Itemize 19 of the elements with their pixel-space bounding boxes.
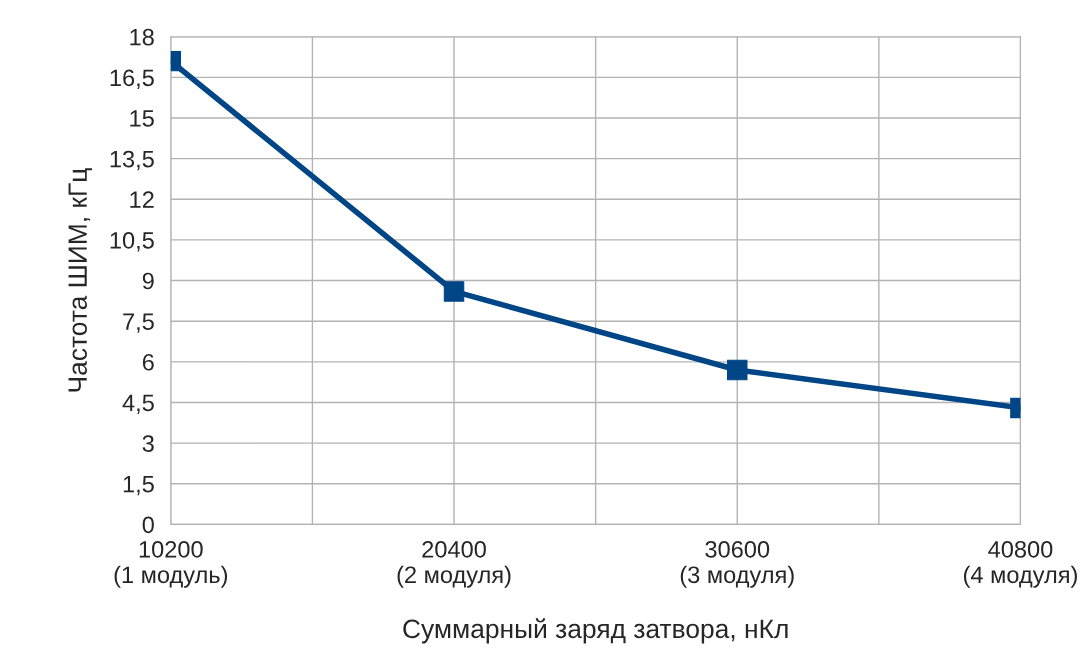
y-tick-label: 16,5 (110, 69, 154, 89)
x-tick-label: 20400 (2 модуля) (397, 540, 511, 588)
y-tick-label: 12 (130, 191, 154, 208)
y-tick-label: 15 (130, 110, 154, 127)
y-tick-label: 9 (142, 272, 154, 290)
x-tick-label: 10200 (1 модуль) (114, 540, 228, 588)
y-tick-label: 3 (142, 435, 154, 452)
y-tick-label: 18 (130, 28, 154, 46)
y-axis-title: Частота ШИМ, кГц (68, 168, 92, 392)
y-tick-label: 6 (142, 353, 154, 371)
y-tick-label: 13,5 (110, 150, 154, 171)
y-tick-label: 10,5 (110, 231, 154, 252)
x-tick-label: 40800 (4 модуля) (964, 540, 1077, 588)
x-axis-title: Суммарный заряд затвора, нКл (403, 618, 788, 644)
y-tick-label: 4,5 (122, 394, 154, 415)
y-tick-label: 7,5 (123, 313, 154, 333)
y-tick-label: 0 (142, 516, 154, 534)
x-tick-label: 30600 (3 модуля) (680, 540, 794, 588)
y-tick-label: 1,5 (123, 476, 154, 496)
